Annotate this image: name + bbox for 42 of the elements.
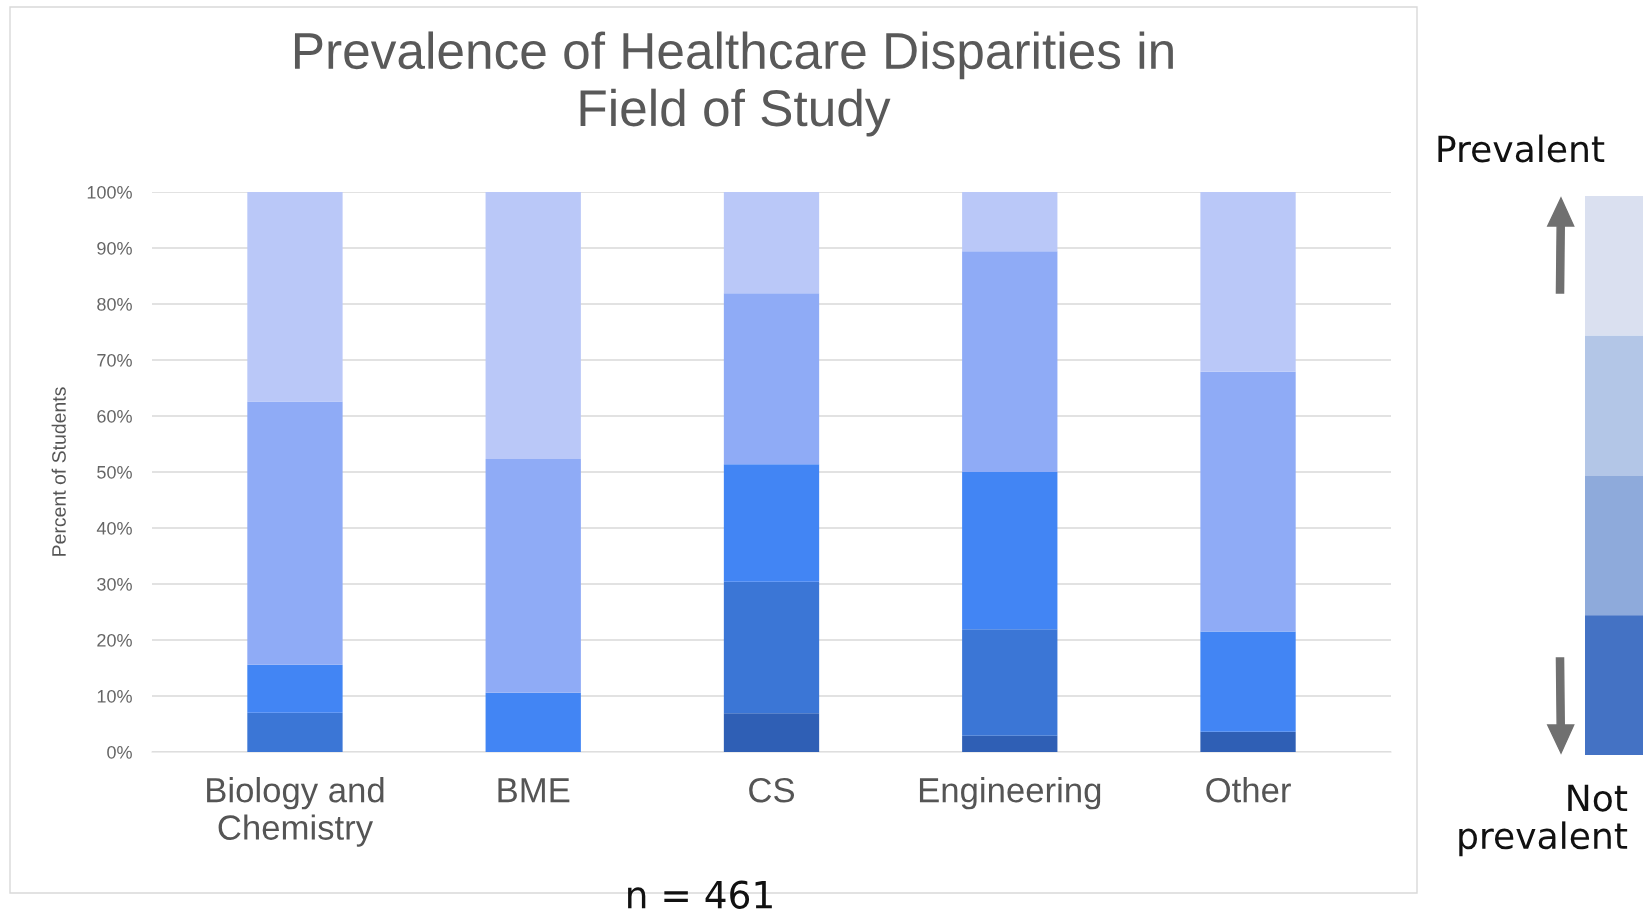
y-tick-label: 20% (97, 633, 132, 647)
bar (247, 664, 343, 713)
bar (247, 712, 343, 752)
y-axis-title: Percent of Students (51, 387, 66, 556)
y-tick-label: 100% (87, 185, 132, 199)
bar (247, 192, 343, 402)
x-tick-label: Biology and Chemistry (207, 777, 384, 847)
bar (962, 472, 1058, 630)
y-tick-label: 70% (97, 353, 132, 367)
y-tick-label: 40% (96, 521, 132, 535)
y-tick-label: 10% (97, 689, 132, 703)
text: Not prevalent (1459, 784, 1628, 857)
bar (485, 459, 581, 693)
bar (1200, 192, 1296, 372)
bar (723, 293, 820, 465)
x-tick-label: CS (749, 777, 795, 803)
bar (723, 581, 820, 714)
y-tick-label: 90% (97, 241, 132, 255)
text: n = 461 (628, 880, 772, 909)
bar (962, 629, 1058, 736)
bar (485, 692, 581, 752)
bar (962, 192, 1058, 252)
x-tick-label: BME (498, 778, 570, 803)
bar (247, 401, 343, 665)
bar (1200, 631, 1296, 732)
text: Prevalent (1438, 134, 1605, 163)
bar (962, 735, 1058, 752)
bar (485, 192, 581, 460)
y-tick-label: 0% (107, 745, 132, 759)
y-tick-label: 80% (97, 297, 132, 311)
x-tick-label: Other (1206, 777, 1291, 803)
y-tick-label: 50% (97, 465, 132, 479)
x-tick-label: Engineering (919, 777, 1101, 810)
bar (962, 251, 1058, 472)
bar (723, 464, 820, 582)
bar (723, 713, 820, 752)
y-tick-label: 30% (97, 577, 132, 591)
bar (1200, 731, 1296, 752)
y-tick-label: 60% (97, 409, 132, 423)
bar (723, 192, 820, 294)
bar (1200, 371, 1296, 632)
chart-title: Prevalence of Healthcare Disparities in Field of Study (294, 31, 1173, 137)
